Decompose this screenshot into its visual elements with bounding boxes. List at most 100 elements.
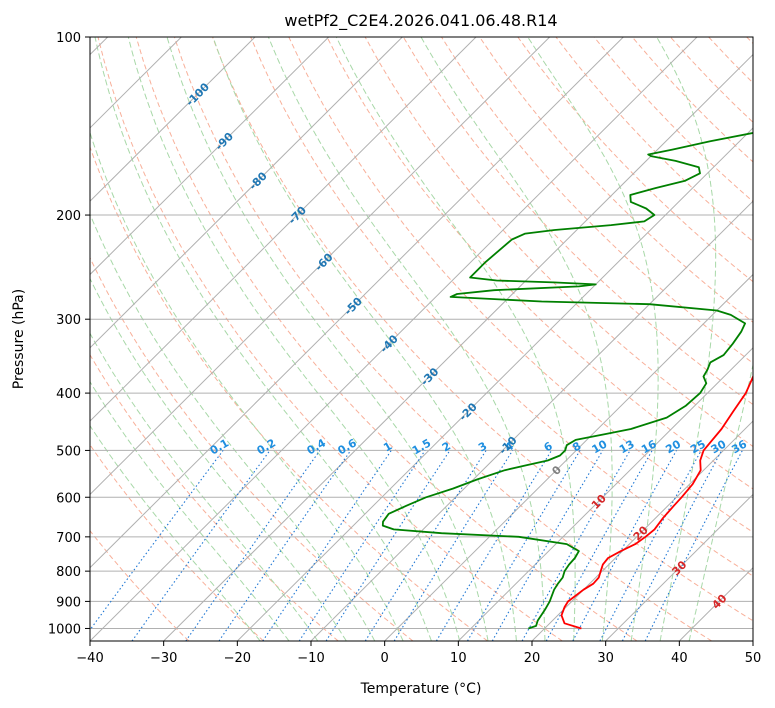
mixing-ratio-line	[572, 450, 677, 641]
y-tick-label: 100	[56, 31, 81, 46]
mixing-ratio-line	[644, 450, 743, 641]
x-tick-label: −20	[224, 651, 251, 666]
mixing-ratio-line	[298, 450, 426, 641]
x-tick-label: 30	[597, 651, 614, 666]
isotherm	[457, 347, 753, 641]
y-tick-label: 400	[56, 387, 81, 402]
mixing-ratio-label: 0.6	[335, 436, 359, 457]
dry-adiabat	[90, 529, 190, 641]
x-tick-label: 0	[381, 651, 389, 666]
x-tick-label: 10	[450, 651, 467, 666]
moist-adiabat	[166, 37, 489, 641]
x-axis: −40 −30 −20 −10 0 10 20 30 40 50	[76, 641, 761, 666]
y-tick-label: 200	[56, 209, 81, 224]
dry-adiabat	[97, 37, 563, 641]
y-tick-label: 500	[56, 444, 81, 459]
y-tick-label: 900	[56, 595, 81, 610]
mixing-ratio-label: 20	[663, 437, 683, 456]
moist-adiabat	[335, 37, 576, 641]
y-tick-label: 700	[56, 531, 81, 546]
dry-adiabat	[631, 37, 753, 163]
moist-adiabat	[212, 37, 517, 641]
mixing-ratio-label: 13	[617, 437, 637, 456]
moist-adiabat	[90, 380, 290, 641]
dry-adiabat	[708, 37, 753, 84]
mixing-ratio-label: 2	[440, 439, 453, 454]
moist-adiabat	[90, 332, 319, 641]
y-tick-label: 800	[56, 565, 81, 580]
mixing-ratio-line	[621, 450, 723, 641]
dry-adiabat	[670, 37, 753, 123]
dry-adiabat	[479, 37, 753, 323]
x-tick-label: 50	[745, 651, 762, 666]
isotherm	[90, 37, 698, 641]
isotherm	[310, 200, 753, 641]
background-lines	[90, 37, 753, 641]
mixing-ratio-line	[393, 450, 514, 641]
mixing-ratio-label: 0.2	[255, 436, 278, 457]
mixing-ratio-line	[435, 450, 552, 641]
moist-adiabat	[94, 37, 432, 641]
isotherm	[384, 273, 753, 641]
mixing-ratio-label: 8	[570, 439, 583, 454]
isotherm	[90, 37, 182, 129]
x-tick-label: 20	[524, 651, 541, 666]
mixing-ratio-label: 25	[688, 437, 708, 456]
mixing-ratio-line	[521, 450, 631, 641]
chart-title: wetPf2_C2E4.2026.041.06.48.R14	[284, 11, 557, 31]
moist-adiabat	[127, 37, 461, 641]
y-axis-title: Pressure (hPa)	[11, 289, 27, 389]
mixing-ratio-line	[185, 450, 321, 641]
isotherm	[90, 37, 330, 276]
temperature-profile	[560, 374, 753, 630]
y-tick-label: 1000	[48, 622, 81, 637]
moist-adiabat	[90, 424, 261, 641]
dry-adiabat	[90, 353, 339, 641]
x-tick-label: −30	[150, 651, 177, 666]
dry-adiabat	[90, 444, 264, 641]
moist-adiabat	[90, 212, 376, 641]
mixing-ratio-line	[262, 450, 392, 641]
mixing-ratio-line	[545, 450, 653, 641]
mixing-ratio-line	[325, 450, 451, 641]
moist-adiabat	[656, 37, 717, 641]
dry-adiabat	[441, 37, 753, 364]
y-tick-label: 300	[56, 313, 81, 328]
mixing-ratio-line	[599, 450, 702, 641]
mixing-ratio-line	[218, 450, 352, 641]
isotherm	[90, 37, 477, 422]
isotherm	[605, 493, 753, 641]
x-axis-title: Temperature (°C)	[360, 681, 482, 697]
dewpoint-profile	[381, 132, 753, 630]
isotherm	[90, 37, 403, 349]
dry-adiabat	[402, 37, 753, 406]
dry-adiabat	[364, 37, 753, 448]
dry-adiabat	[746, 37, 753, 45]
isotherm	[678, 566, 753, 641]
dry-adiabat	[517, 37, 753, 283]
isotherm	[163, 53, 753, 641]
mixing-ratio-label: 6	[542, 439, 555, 454]
line-labels: 0.1 0.2 0.4 0.6 1 1.5 2 3 4 6 8 10 13 16 20 25 30 36-100-…	[183, 80, 749, 612]
isotherm	[90, 37, 256, 202]
x-tick-label: 40	[671, 651, 688, 666]
dry-adiabat	[250, 37, 753, 577]
isotherm	[236, 127, 753, 641]
y-axis: 100 200 300 400 500 600 700 800 900 1000	[48, 31, 90, 637]
x-tick-label: −40	[76, 651, 103, 666]
dry-adiabat	[555, 37, 753, 243]
isotherm	[90, 37, 624, 569]
mixing-ratio-label: 0.1	[208, 436, 231, 457]
mixing-ratio-line	[90, 450, 224, 631]
moist-adiabat	[90, 131, 404, 641]
mixing-ratio-label: 3	[476, 439, 489, 454]
mixing-ratio-line	[131, 450, 271, 641]
moist-adiabat	[688, 362, 753, 641]
plot-frame	[89, 36, 754, 642]
dry-adiabat	[212, 37, 753, 622]
isotherm	[752, 640, 753, 641]
dry-adiabat	[90, 256, 414, 641]
isotherm	[90, 37, 551, 496]
dry-adiabat	[90, 145, 488, 641]
